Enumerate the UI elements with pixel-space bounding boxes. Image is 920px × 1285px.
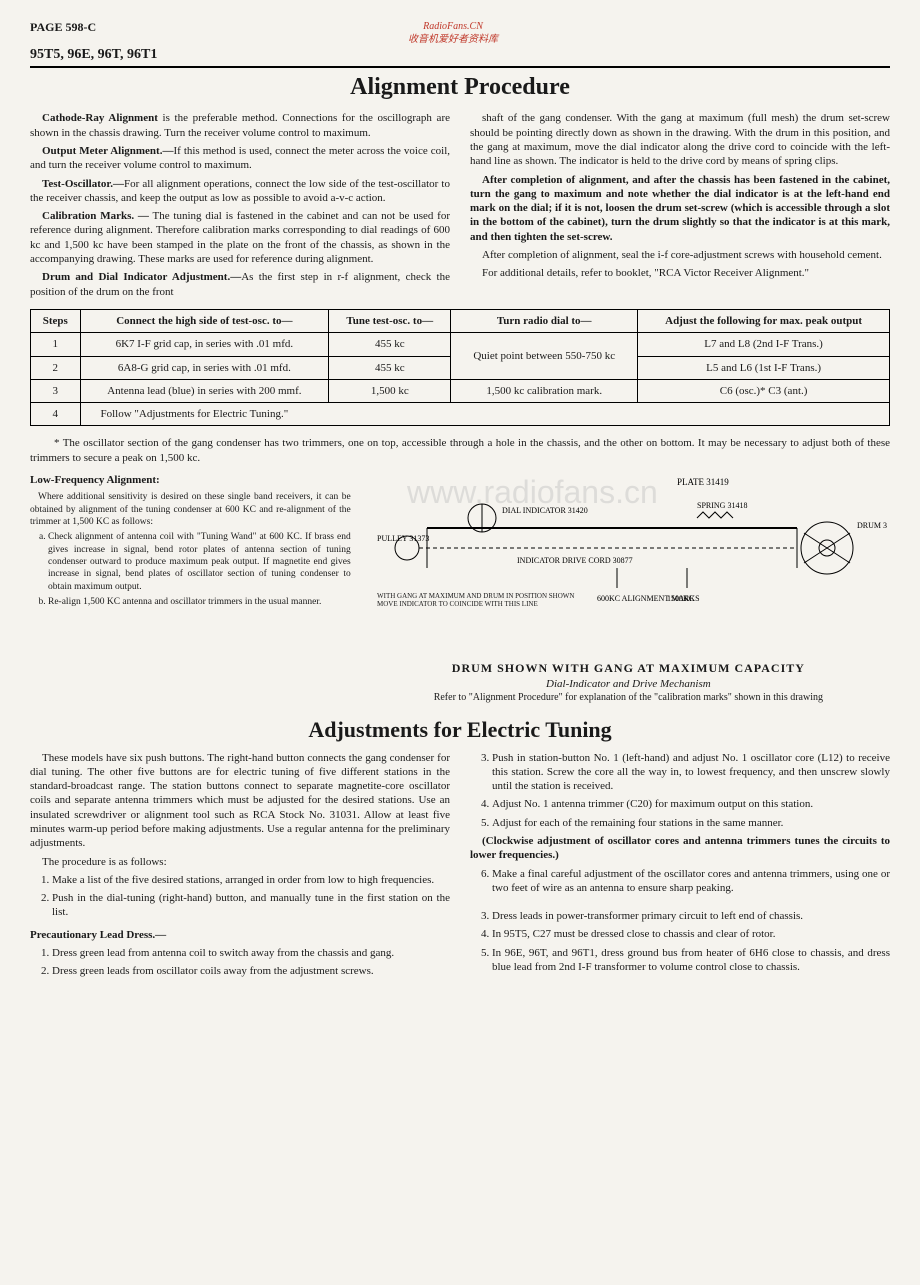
elec-note: (Clockwise adjustment of oscillator core… <box>470 834 890 863</box>
right-p3: After completion of alignment, seal the … <box>470 248 890 262</box>
lowfreq-b: Re-align 1,500 KC antenna and oscillator… <box>48 596 351 608</box>
th-adjust: Adjust the following for max. peak outpu… <box>638 309 890 332</box>
right-p1: shaft of the gang condenser. With the ga… <box>470 111 890 168</box>
precaution-5: In 96E, 96T, and 96T1, dress ground bus … <box>492 946 890 975</box>
label-dial-ind: DIAL INDICATOR 31420 <box>502 506 588 515</box>
elec-step-1: Make a list of the five desired stations… <box>52 873 450 887</box>
lowfreq-a: Check alignment of antenna coil with "Tu… <box>48 531 351 593</box>
label-drum: DRUM 31421 <box>857 521 887 530</box>
label-cord: INDICATOR DRIVE CORD 30877 <box>517 556 633 565</box>
th-tune: Tune test-osc. to— <box>329 309 451 332</box>
table-footnote: * The oscillator section of the gang con… <box>30 436 890 465</box>
table-header-row: Steps Connect the high side of test-osc.… <box>31 309 890 332</box>
label-spring: SPRING 31418 <box>697 501 747 510</box>
label-gang-note: WITH GANG AT MAXIMUM AND DRUM IN POSITIO… <box>377 593 577 608</box>
header-row: PAGE 598-C RadioFans.CN 收音机爱好者资料库 <box>30 20 890 46</box>
precaution-1: Dress green lead from antenna coil to sw… <box>52 946 450 960</box>
lowfreq-text: Low-Frequency Alignment: Where additiona… <box>30 473 351 704</box>
th-dial: Turn radio dial to— <box>451 309 638 332</box>
svg-watermark: www.radiofans.cn <box>406 474 658 510</box>
model-line: 95T5, 96E, 96T, 96T1 <box>30 46 890 68</box>
elec-proc-lead: The procedure is as follows: <box>30 855 450 869</box>
th-steps: Steps <box>31 309 81 332</box>
precaution-heading: Precautionary Lead Dress.— <box>30 928 450 942</box>
watermark-line2: 收音机爱好者资料库 <box>408 33 498 46</box>
precaution-4: In 95T5, C27 must be dressed close to ch… <box>492 927 890 941</box>
right-p2: After completion of alignment, and after… <box>470 173 890 244</box>
table-row: 1 6K7 I-F grid cap, in series with .01 m… <box>31 333 890 356</box>
diagram-caption: DRUM SHOWN WITH GANG AT MAXIMUM CAPACITY <box>367 661 890 677</box>
precaution-left: Precautionary Lead Dress.— Dress green l… <box>30 928 450 979</box>
elec-intro: These models have six push buttons. The … <box>30 751 450 851</box>
page-number: PAGE 598-C <box>30 20 96 36</box>
precaution-3: Dress leads in power-transformer primary… <box>492 909 890 923</box>
th-connect: Connect the high side of test-osc. to— <box>80 309 329 332</box>
diagram-ref: Refer to "Alignment Procedure" for expla… <box>367 691 890 704</box>
label-plate: PLATE 31419 <box>677 477 729 487</box>
elec-step-2: Push in the dial-tuning (right-hand) but… <box>52 891 450 920</box>
table-row: 4 Follow "Adjustments for Electric Tunin… <box>31 403 890 426</box>
label-1500kc: 1500KC <box>667 594 694 603</box>
ddia-bold: Drum and Dial Indicator Adjustment.— <box>42 271 241 283</box>
dial-diagram-svg: www.radiofans.cn PLATE 31419 PULLEY 3137… <box>367 473 887 653</box>
lowfreq-section: Low-Frequency Alignment: Where additiona… <box>30 473 890 704</box>
oma-bold: Output Meter Alignment.— <box>42 145 173 157</box>
diagram-sub: Dial-Indicator and Drive Mechanism <box>367 677 890 691</box>
precaution-2: Dress green leads from oscillator coils … <box>52 964 450 978</box>
alignment-columns: Cathode-Ray Alignment is the preferable … <box>30 111 890 299</box>
lowfreq-intro: Where additional sensitivity is desired … <box>30 491 351 528</box>
to-bold: Test-Oscillator.— <box>42 178 124 190</box>
elec-step-3: Push in station-button No. 1 (left-hand)… <box>492 751 890 794</box>
right-p4: For additional details, refer to booklet… <box>470 266 890 280</box>
elec-step-4: Adjust No. 1 antenna trimmer (C20) for m… <box>492 797 890 811</box>
table-row: 3 Antenna lead (blue) in series with 200… <box>31 379 890 402</box>
lowfreq-heading: Low-Frequency Alignment: <box>30 473 351 487</box>
electric-tuning-cols: These models have six push buttons. The … <box>30 751 890 981</box>
watermark-line1: RadioFans.CN <box>408 20 498 33</box>
watermark: RadioFans.CN 收音机爱好者资料库 <box>408 20 498 46</box>
elec-step-6: Make a final careful adjustment of the o… <box>492 867 890 896</box>
cm-bold: Calibration Marks. — <box>42 210 149 222</box>
diagram-box: www.radiofans.cn PLATE 31419 PULLEY 3137… <box>367 473 890 704</box>
cra-bold: Cathode-Ray Alignment <box>42 112 158 124</box>
elec-step-5: Adjust for each of the remaining four st… <box>492 816 890 830</box>
title-alignment: Alignment Procedure <box>30 72 890 103</box>
title-electric-tuning: Adjustments for Electric Tuning <box>30 716 890 745</box>
label-pulley: PULLEY 31373 <box>377 534 429 543</box>
alignment-table: Steps Connect the high side of test-osc.… <box>30 309 890 426</box>
